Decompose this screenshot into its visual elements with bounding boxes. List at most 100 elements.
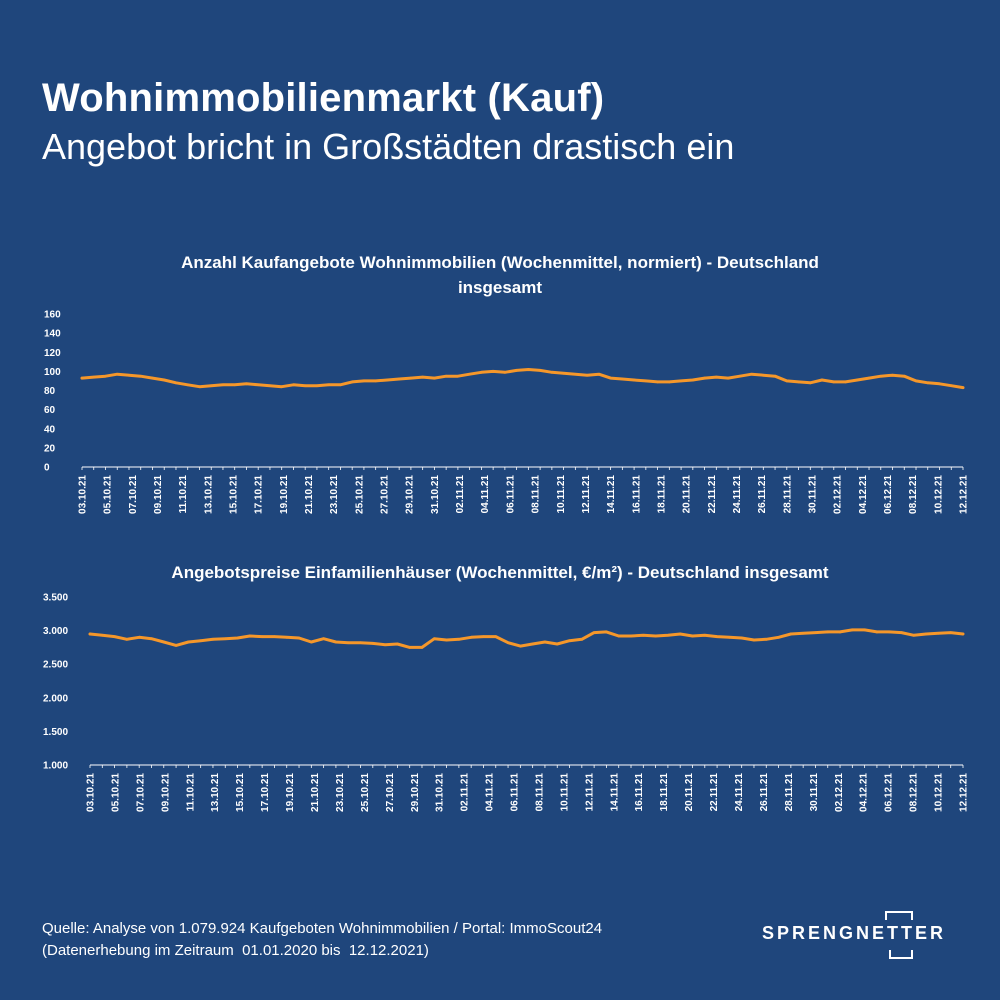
y-tick-label: 60: [44, 405, 56, 416]
chart-title-line: Anzahl Kaufangebote Wohnimmobilien (Woch…: [181, 253, 819, 272]
data-point: [801, 631, 805, 635]
data-point: [750, 372, 753, 376]
x-tick-label: 10.11.21: [559, 773, 570, 812]
data-point: [777, 636, 780, 639]
x-tick-label: 26.11.21: [757, 475, 768, 514]
x-tick-label: 28.11.21: [782, 475, 793, 514]
x-tick-label: 06.12.21: [884, 773, 895, 812]
x-tick-label: 08.12.21: [908, 475, 919, 514]
data-point: [100, 634, 104, 637]
data-point: [851, 628, 854, 632]
data-point: [555, 642, 559, 646]
data-point: [209, 384, 213, 388]
y-tick-label: 100: [44, 367, 61, 378]
data-point: [961, 632, 965, 636]
x-tick-label: 28.11.21: [784, 773, 795, 812]
y-tick-label: 1.500: [43, 727, 68, 738]
data-point: [127, 373, 131, 377]
data-point: [938, 382, 941, 386]
data-point: [221, 383, 225, 387]
data-point: [268, 384, 272, 388]
x-tick-label: 05.10.21: [103, 475, 114, 514]
data-point: [900, 631, 903, 634]
x-tick-label: 23.10.21: [329, 475, 340, 514]
data-point: [125, 638, 129, 641]
data-point: [322, 637, 325, 640]
data-point: [654, 634, 657, 638]
data-point: [752, 638, 756, 642]
x-tick-label: 26.11.21: [759, 773, 770, 812]
data-point: [691, 634, 694, 638]
data-point: [715, 375, 718, 379]
x-tick-label: 04.11.21: [480, 475, 491, 514]
x-tick-label: 16.11.21: [634, 773, 645, 812]
data-point: [656, 380, 659, 384]
logo-bracket-icon: [885, 911, 913, 959]
data-point: [310, 640, 313, 644]
data-point: [844, 380, 847, 384]
data-point: [855, 378, 859, 382]
data-point: [642, 634, 645, 637]
data-point: [538, 369, 542, 372]
data-point: [902, 374, 906, 378]
data-point: [162, 378, 166, 382]
data-point: [926, 381, 930, 385]
data-point: [457, 638, 461, 641]
data-point: [150, 637, 153, 640]
data-point: [280, 385, 283, 388]
x-tick-label: 02.12.21: [833, 475, 844, 514]
source-note: Quelle: Analyse von 1.079.924 Kaufgebote…: [42, 918, 602, 962]
data-point: [334, 640, 338, 644]
data-point: [397, 377, 401, 381]
data-point: [838, 630, 842, 634]
data-point: [644, 379, 648, 383]
data-point: [527, 368, 530, 371]
data-point: [785, 379, 789, 383]
data-point: [728, 636, 731, 639]
data-point: [762, 373, 765, 377]
x-tick-label: 29.10.21: [405, 475, 416, 514]
data-point: [327, 383, 330, 387]
x-tick-label: 11.10.21: [185, 773, 196, 812]
data-point: [629, 634, 633, 638]
data-point: [174, 644, 178, 647]
data-point: [162, 640, 166, 644]
data-point: [832, 380, 836, 384]
data-point: [550, 371, 554, 374]
chart-title-line: Angebotspreise Einfamilienhäuser (Wochen…: [171, 563, 828, 582]
data-point: [115, 372, 119, 376]
x-tick-label: 11.10.21: [178, 475, 189, 514]
data-point: [233, 383, 237, 387]
data-point: [139, 374, 143, 378]
data-point: [666, 634, 670, 637]
data-point: [875, 630, 879, 634]
x-tick-label: 13.10.21: [203, 475, 214, 514]
data-point: [580, 638, 584, 641]
data-point: [949, 631, 953, 634]
series-line: [80, 368, 965, 390]
y-tick-label: 3.000: [43, 626, 68, 637]
x-tick-label: 06.11.21: [510, 773, 521, 812]
data-point: [826, 630, 830, 634]
data-point: [574, 372, 577, 376]
data-point: [273, 635, 276, 638]
x-tick-label: 04.11.21: [485, 773, 496, 812]
x-tick-label: 31.10.21: [435, 773, 446, 812]
x-tick-label: 07.10.21: [128, 475, 139, 514]
data-point: [256, 383, 260, 387]
x-tick-label: 22.11.21: [709, 773, 720, 812]
x-tick-label: 25.10.21: [354, 475, 365, 514]
y-tick-label: 2.500: [43, 660, 68, 671]
x-tick-label: 12.12.21: [959, 773, 970, 812]
x-tick-label: 15.10.21: [235, 773, 246, 812]
x-tick-label: 16.11.21: [631, 475, 642, 514]
x-tick-label: 07.10.21: [135, 773, 146, 812]
x-tick-label: 27.10.21: [380, 475, 391, 514]
x-tick-label: 06.11.21: [505, 475, 516, 514]
data-point: [773, 374, 777, 378]
x-tick-label: 20.11.21: [682, 475, 693, 514]
data-point: [764, 638, 768, 641]
data-point: [374, 379, 377, 383]
x-tick-label: 19.10.21: [279, 475, 290, 514]
data-point: [562, 371, 565, 375]
